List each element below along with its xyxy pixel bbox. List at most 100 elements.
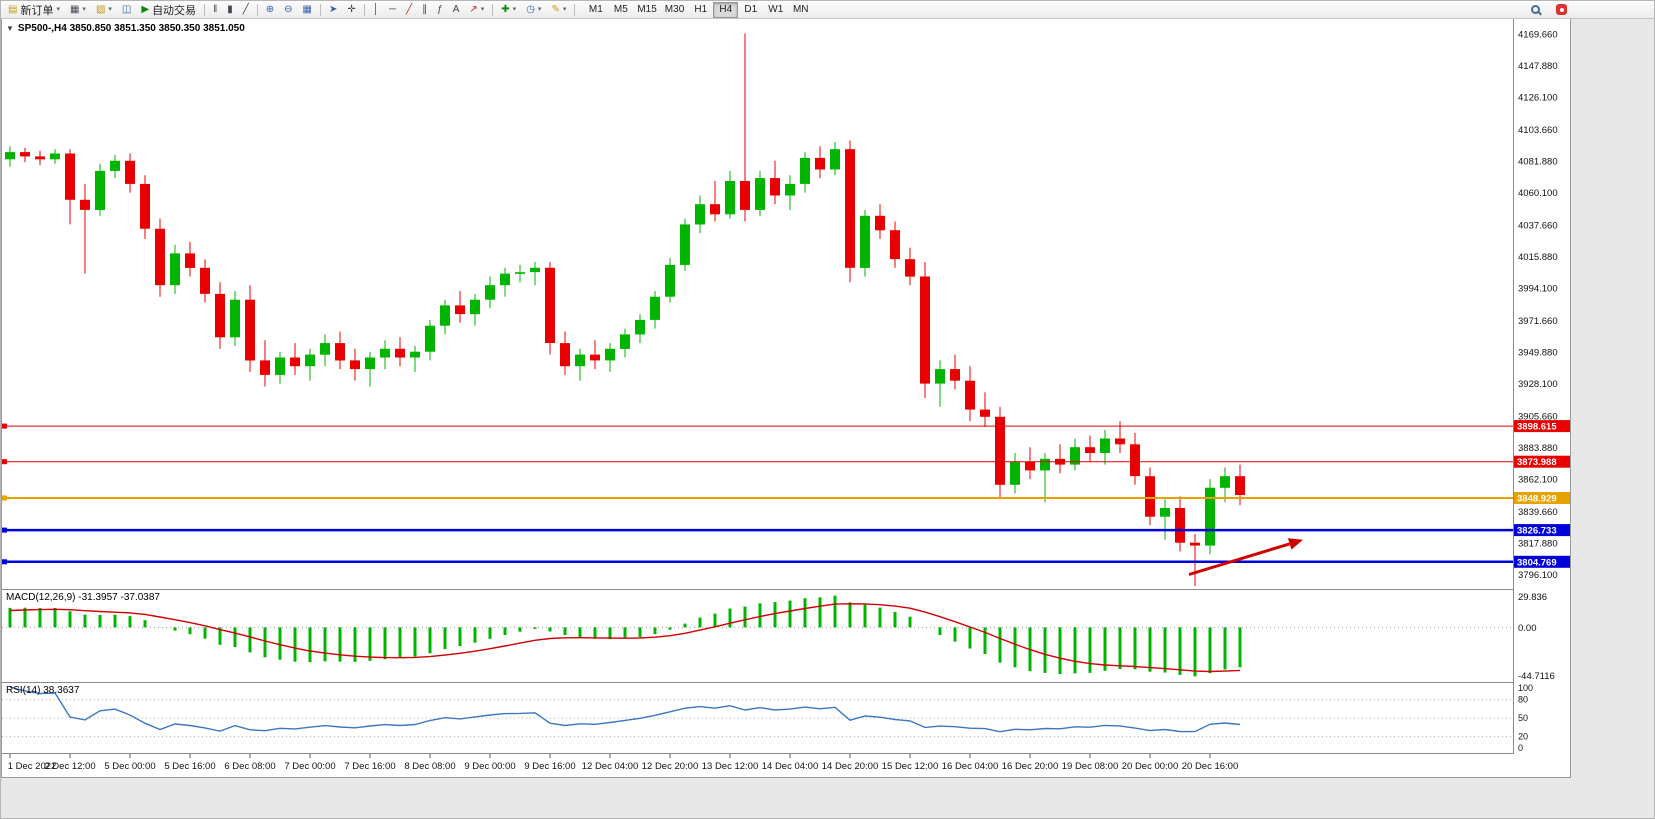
timeframe-button-d1[interactable]: D1 <box>738 2 763 18</box>
timeframe-button-m15[interactable]: M15 <box>633 2 660 18</box>
chevron-down-icon: ▾ <box>537 6 542 13</box>
price-axis-label: 4060.100 <box>1518 188 1558 199</box>
rsi-scale-label: 80 <box>1518 694 1528 704</box>
profiles-icon: ▧ <box>95 3 106 15</box>
price-axis-label: 3905.660 <box>1518 411 1558 422</box>
new-chart-button[interactable]: ▦ ▾ <box>65 2 91 18</box>
rsi-scale-label: 100 <box>1518 683 1533 693</box>
rsi-chart <box>2 686 1513 738</box>
level-price-tag <box>1514 492 1570 504</box>
price-axis-label: 3949.880 <box>1518 347 1558 358</box>
time-axis-label: 1 Dec 2022 <box>8 761 57 772</box>
new-order-icon: ▤ <box>8 3 18 15</box>
macd-scale-max: 29.836 <box>1518 592 1547 603</box>
arrows-tool-icon: ↗ <box>469 3 478 15</box>
auto-trading-icon: ▶ <box>141 3 150 15</box>
indicators-button[interactable]: ✚ ▾ <box>496 2 521 18</box>
price-axis-label: 3994.100 <box>1518 283 1558 294</box>
macd-panel[interactable]: MACD(12,26,9) -31.3957 -37.0387 29.836 0.… <box>2 590 1570 683</box>
level-price-tag <box>1514 420 1570 433</box>
tile-windows-button[interactable]: ▦ <box>298 2 317 18</box>
time-axis-label: 15 Dec 12:00 <box>882 761 939 772</box>
svg-text:3804.769: 3804.769 <box>1517 557 1557 568</box>
svg-text:3826.733: 3826.733 <box>1517 526 1557 537</box>
horizontal-line-button[interactable]: ─ <box>384 2 401 18</box>
bar-chart-button[interactable]: ‖ <box>208 2 222 18</box>
price-axis-label: 4037.660 <box>1518 220 1558 231</box>
profiles-button[interactable]: ▧ ▾ <box>91 2 117 18</box>
new-chart-icon: ▦ <box>69 3 80 15</box>
fibonacci-button[interactable]: ƒ <box>432 2 448 18</box>
rsi-scale-label: 20 <box>1518 732 1528 742</box>
timeframe-button-m5[interactable]: M5 <box>608 2 633 18</box>
collapse-icon[interactable]: ▼ <box>6 24 14 33</box>
toolbar-separator <box>492 3 494 16</box>
toolbar-separator <box>319 3 321 16</box>
zoom-out-button[interactable]: ⊖ <box>279 2 297 18</box>
trendline-button[interactable]: ╱ <box>401 2 417 18</box>
toolbar-separator <box>256 3 258 16</box>
new-order-label: 新订单 <box>20 4 54 17</box>
candlestick-icon: ▮ <box>227 3 233 15</box>
text-tool-button[interactable]: A <box>448 2 465 18</box>
timeframe-button-m30[interactable]: M30 <box>661 2 688 18</box>
rsi-panel[interactable]: RSI(14) 38.3637 100 80 50 20 0 <box>2 683 1570 754</box>
cursor-button[interactable]: ➤ <box>324 2 342 18</box>
line-chart-button[interactable]: ╱ <box>238 2 254 18</box>
price-axis-label: 4169.660 <box>1518 30 1558 41</box>
candlestick-chart-button[interactable]: ▮ <box>222 2 238 18</box>
time-axis-label: 8 Dec 08:00 <box>404 761 455 772</box>
svg-text:3873.988: 3873.988 <box>1517 457 1557 468</box>
timeframe-button-mn[interactable]: MN <box>788 2 813 18</box>
notifications-button[interactable] <box>1551 2 1572 18</box>
templates-button[interactable]: ✎ ▾ <box>546 2 571 18</box>
channel-button[interactable]: ∥ <box>417 2 432 18</box>
time-axis: 1 Dec 2022 2 Dec 12:00 5 Dec 00:00 5 Dec 16… <box>2 754 1570 777</box>
auto-trading-button[interactable]: ▶ 自动交易 <box>136 2 201 18</box>
macd-scale-min: -44.7116 <box>1518 671 1555 682</box>
periods-clock-icon: ◷ <box>526 3 535 15</box>
search-button[interactable] <box>1526 2 1545 18</box>
macd-label: MACD(12,26,9) -31.3957 -37.0387 <box>6 592 160 603</box>
level-price-tag <box>1514 524 1570 537</box>
time-axis-label: 20 Dec 00:00 <box>1122 761 1179 772</box>
notification-icon <box>1556 4 1567 15</box>
time-axis-label: 5 Dec 16:00 <box>164 761 215 772</box>
svg-text:3848.929: 3848.929 <box>1517 494 1557 505</box>
time-axis-label: 14 Dec 20:00 <box>822 761 879 772</box>
chevron-down-icon: ▾ <box>56 6 60 13</box>
arrows-tool-button[interactable]: ↗ ▾ <box>464 2 489 18</box>
time-axis-label: 16 Dec 04:00 <box>942 761 999 772</box>
zoom-in-button[interactable]: ⊕ <box>261 2 279 18</box>
level-price-tag <box>1514 555 1570 568</box>
time-axis-label: 20 Dec 16:00 <box>1182 761 1239 772</box>
line-chart-icon: ╱ <box>242 3 249 15</box>
chevron-down-icon: ▾ <box>82 6 86 13</box>
indicators-icon: ✚ <box>501 3 510 15</box>
time-axis-label: 12 Dec 04:00 <box>582 761 639 772</box>
candlestick-chart[interactable] <box>2 19 1513 589</box>
cursor-icon: ➤ <box>328 3 338 15</box>
price-chart-panel[interactable]: 4169.660 4147.880 4126.100 4103.660 4081.880… <box>2 19 1570 590</box>
time-axis-label: 16 Dec 20:00 <box>1002 761 1059 772</box>
toolbar-right-group <box>1526 2 1572 18</box>
timeframe-button-m1[interactable]: M1 <box>583 2 608 18</box>
crosshair-icon: ✛ <box>347 3 356 15</box>
crosshair-button[interactable]: ✛ <box>342 2 360 18</box>
trend-arrow[interactable] <box>1188 542 1291 576</box>
toolbar-separator <box>574 3 576 16</box>
time-axis-label: 9 Dec 16:00 <box>524 761 575 772</box>
price-axis-label: 3796.100 <box>1518 570 1558 581</box>
new-order-button[interactable]: ▤ 新订单 ▾ <box>3 2 65 18</box>
periods-button[interactable]: ◷ ▾ <box>521 2 546 18</box>
vertical-line-button[interactable]: │ <box>368 2 384 18</box>
timeframe-button-h1[interactable]: H1 <box>688 2 713 18</box>
timeframe-button-w1[interactable]: W1 <box>763 2 788 18</box>
timeframe-button-h4[interactable]: H4 <box>713 1 739 18</box>
time-axis-label: 7 Dec 16:00 <box>344 761 395 772</box>
price-axis-label: 3971.660 <box>1518 316 1558 327</box>
price-axis-label: 4126.100 <box>1518 93 1558 104</box>
toolbar-separator <box>204 3 206 16</box>
market-watch-button[interactable]: ◫ <box>117 2 136 18</box>
